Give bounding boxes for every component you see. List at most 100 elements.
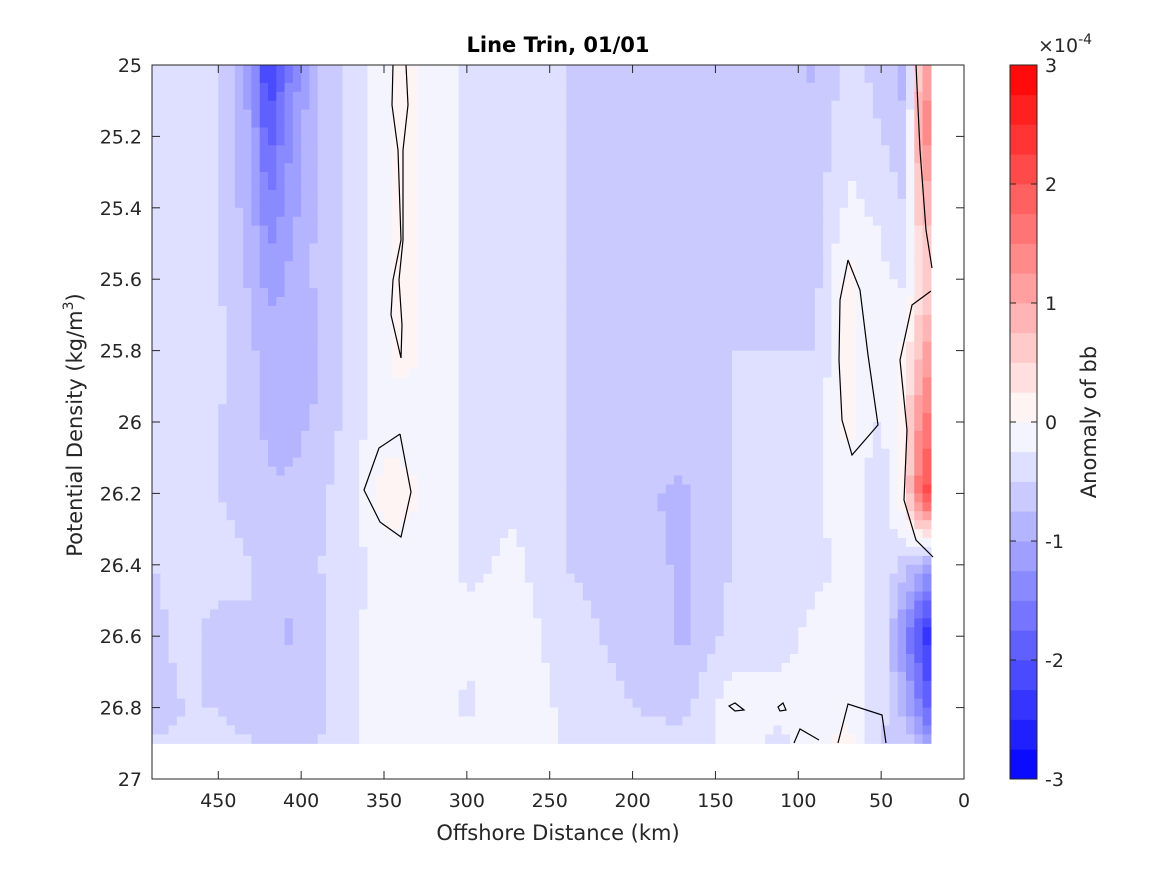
heatmap-cell [367,261,377,271]
heatmap-cell [392,386,402,396]
heatmap-cell [284,154,294,164]
heatmap-cell [715,172,725,182]
heatmap-cell [781,172,791,182]
heatmap-cell [284,65,294,75]
heatmap-cell [425,332,435,343]
heatmap-cell [284,198,294,209]
heatmap-cell [798,189,808,200]
heatmap-cell [665,145,675,155]
heatmap-cell [814,225,824,236]
heatmap-cell [582,261,592,271]
heatmap-cell [674,163,683,173]
heatmap-cell [823,65,833,75]
heatmap-cell [400,91,410,102]
heatmap-cell [218,502,228,512]
heatmap-cell [226,198,236,209]
heatmap-cell [524,225,534,236]
heatmap-cell [168,225,178,236]
heatmap-cell [350,73,360,84]
heatmap-cell [433,350,443,361]
heatmap-cell [781,279,791,289]
heatmap-cell [425,422,435,432]
heatmap-cell [168,538,178,548]
heatmap-cell [922,448,932,459]
heatmap-cell [756,91,766,102]
heatmap-cell [342,413,352,423]
heatmap-cell [400,395,410,405]
heatmap-cell [732,127,741,137]
heatmap-cell [185,395,195,405]
heatmap-cell [334,100,344,111]
heatmap-cell [607,377,617,387]
heatmap-cell [765,207,775,218]
heatmap-cell [268,448,277,459]
heatmap-cell [268,430,277,441]
heatmap-cell [872,288,882,298]
heatmap-cell [218,127,228,137]
heatmap-cell [450,395,460,405]
heatmap-cell [392,145,402,155]
heatmap-cell [906,466,915,477]
heatmap-cell [226,136,236,146]
heatmap-cell [591,493,601,503]
heatmap-cell [392,73,402,84]
heatmap-cell [417,475,427,486]
heatmap-cell [599,448,609,459]
heatmap-cell [798,252,808,262]
heatmap-cell [665,457,675,468]
heatmap-cell [823,395,833,405]
heatmap-cell [218,350,228,361]
heatmap-cell [533,332,543,343]
heatmap-cell [591,386,601,396]
heatmap-cell [309,279,319,289]
heatmap-cell [226,350,236,361]
heatmap-cell [848,430,857,441]
heatmap-cell [839,225,849,236]
heatmap-cell [251,65,261,75]
heatmap-cell [756,288,766,298]
heatmap-cell [616,386,625,396]
heatmap-cell [599,216,609,227]
heatmap-cell [748,243,758,254]
heatmap-cell [773,323,783,334]
heatmap-cell [458,65,468,75]
heatmap-cell [756,136,766,146]
heatmap-cell [516,234,526,245]
heatmap-cell [160,448,170,459]
heatmap-cell [823,100,833,111]
heatmap-cell [607,65,617,75]
heatmap-cell [168,73,178,84]
heatmap-cell [773,404,783,414]
heatmap-cell [201,189,211,200]
heatmap-cell [616,341,625,352]
heatmap-cell [483,359,493,370]
heatmap-cell [201,377,211,387]
heatmap-cell [607,109,617,120]
heatmap-cell [475,332,485,343]
heatmap-cell [574,91,584,102]
heatmap-cell [466,297,476,307]
heatmap-cell [284,502,294,512]
heatmap-cell [417,82,427,93]
heatmap-cell [210,386,219,396]
heatmap-cell [234,350,244,361]
heatmap-cell [823,323,833,334]
heatmap-cell [533,457,543,468]
heatmap-cell [309,91,319,102]
heatmap-cell [814,198,824,209]
heatmap-cell [433,413,443,423]
heatmap-cell [665,207,675,218]
heatmap-cell [176,484,186,494]
heatmap-cell [773,234,783,245]
heatmap-cell [284,529,294,539]
heatmap-cell [342,332,352,343]
heatmap-cell [657,261,667,271]
heatmap-cell [740,65,750,75]
heatmap-cell [582,243,592,254]
heatmap-cell [790,511,799,521]
heatmap-cell [508,181,518,191]
heatmap-cell [350,261,360,271]
heatmap-cell [317,377,327,387]
heatmap-cell [466,109,476,120]
heatmap-cell [558,279,567,289]
